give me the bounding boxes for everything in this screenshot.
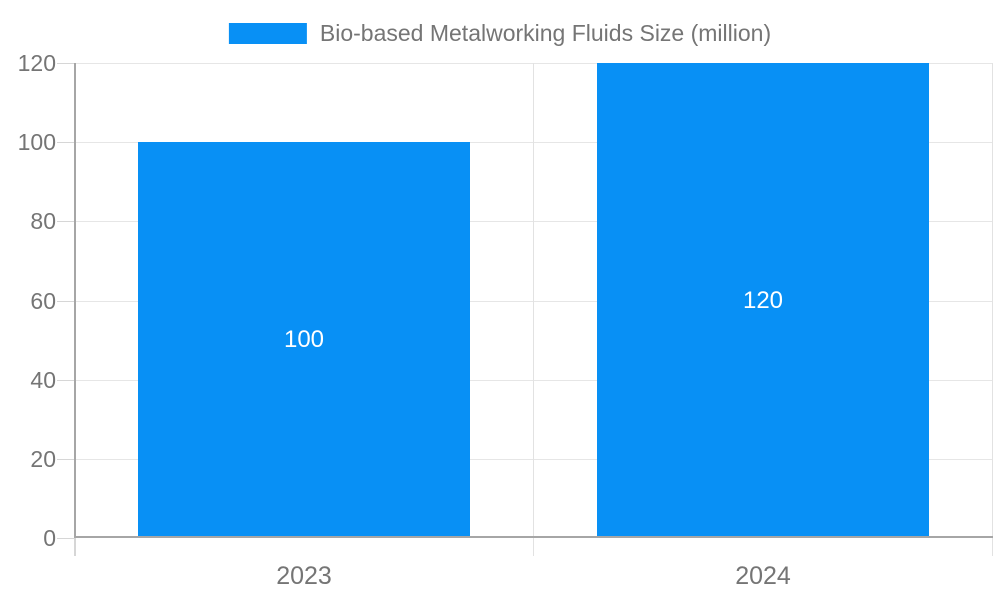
bar-2024 [597, 63, 929, 536]
y-tick-40 [57, 380, 74, 381]
chart-legend[interactable]: Bio-based Metalworking Fluids Size (mill… [228, 20, 772, 46]
bar-value-label-2023: 100 [283, 326, 325, 353]
y-tick-label-40: 40 [30, 367, 56, 393]
y-axis-line [74, 63, 76, 538]
y-axis-tick-extension [74, 538, 76, 556]
y-tick-100 [57, 142, 74, 143]
y-tick-20 [57, 459, 74, 460]
y-tick-120 [57, 63, 74, 64]
category-boundary-line-1 [533, 63, 534, 556]
x-axis-line [74, 536, 993, 538]
plot-area: 100 120 [57, 63, 993, 556]
y-tick-80 [57, 221, 74, 222]
category-boundary-line-2 [992, 63, 993, 556]
y-tick-label-120: 120 [17, 50, 56, 76]
y-tick-label-100: 100 [17, 129, 56, 155]
y-tick-label-80: 80 [30, 208, 56, 234]
legend-swatch-icon [228, 22, 307, 44]
y-tick-label-20: 20 [30, 446, 56, 472]
y-tick-0 [57, 538, 74, 539]
x-tick-label-2023: 2023 [276, 562, 332, 590]
legend-label: Bio-based Metalworking Fluids Size (mill… [319, 20, 772, 46]
x-tick-label-2024: 2024 [735, 562, 791, 590]
bar-value-label-2024: 120 [742, 287, 784, 314]
bar-2023 [138, 142, 470, 536]
y-tick-label-60: 60 [30, 288, 56, 314]
y-tick-60 [57, 301, 74, 302]
y-tick-label-0: 0 [43, 525, 56, 551]
